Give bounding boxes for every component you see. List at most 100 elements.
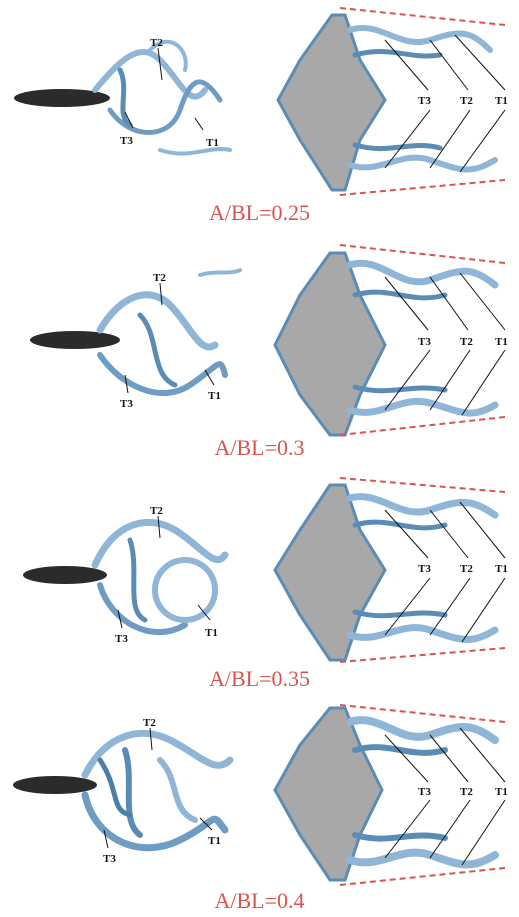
label-right-2: T1 bbox=[495, 95, 508, 107]
left-view: T2 T3 T1 bbox=[14, 37, 232, 156]
body-diamond bbox=[273, 251, 387, 437]
vortex-tube bbox=[91, 519, 229, 569]
fish-body bbox=[14, 89, 110, 107]
guide-line bbox=[339, 416, 506, 436]
vortex-tube bbox=[346, 624, 499, 643]
label-left-2: T1 bbox=[205, 627, 218, 639]
label-left-0: T2 bbox=[153, 272, 166, 284]
vortex-tube bbox=[346, 493, 499, 519]
fish-body bbox=[30, 331, 120, 349]
guide-line bbox=[339, 244, 506, 264]
pointer-line bbox=[461, 799, 506, 866]
right-view: T3 T2 T1 bbox=[273, 244, 508, 437]
label-right-1: T2 bbox=[460, 563, 473, 575]
vortex-render-3: T2 T3 T1 T3 T2 T1 bbox=[13, 704, 508, 886]
label-left-2: T1 bbox=[208, 835, 221, 847]
vortex-tube bbox=[122, 747, 143, 838]
pointer-line bbox=[429, 509, 469, 559]
vortex-tube bbox=[97, 582, 188, 636]
pointer-line bbox=[459, 272, 506, 331]
vortex-tube bbox=[352, 744, 448, 756]
label-left-1: T3 bbox=[103, 853, 116, 865]
pointer-line bbox=[384, 509, 429, 559]
vortex-tube bbox=[117, 67, 133, 128]
panel-1: T2 T3 T1 T3 T2 T1 A/BL=0.3 bbox=[0, 235, 519, 465]
panel-2: T2 T3 T1 T3 T2 T1 A/BL=0.35 bbox=[0, 470, 519, 700]
guide-line bbox=[339, 704, 506, 723]
vortex-tube bbox=[352, 142, 443, 152]
vortex-tube bbox=[346, 398, 499, 417]
label-left-1: T3 bbox=[120, 398, 133, 410]
panel-caption: A/BL=0.35 bbox=[208, 666, 311, 691]
pointer-line bbox=[194, 117, 204, 131]
vortex-tube bbox=[346, 716, 499, 744]
pointer-line bbox=[459, 727, 506, 783]
pointer-line bbox=[429, 276, 469, 331]
pointer-line bbox=[459, 109, 506, 173]
vortex-render-0: T2 T3 T1 T3 T2 T1 bbox=[14, 7, 508, 196]
label-left-0: T2 bbox=[150, 505, 163, 517]
pointer-line bbox=[149, 727, 153, 751]
pointer-line bbox=[384, 577, 431, 636]
pointer-line bbox=[157, 515, 161, 539]
pointer-line bbox=[459, 501, 506, 559]
pointer-line bbox=[204, 369, 215, 386]
pointer-line bbox=[384, 349, 431, 411]
label-right-2: T1 bbox=[495, 563, 508, 575]
panel-0: T2 T3 T1 T3 T2 T1 A/BL=0.25 bbox=[0, 0, 519, 225]
pointer-line bbox=[429, 577, 471, 636]
vortex-tube bbox=[127, 537, 148, 623]
left-view: T2 T3 T1 bbox=[13, 717, 234, 865]
pointer-line bbox=[103, 829, 109, 849]
label-right-1: T2 bbox=[460, 336, 473, 348]
vortex-tube bbox=[81, 791, 229, 852]
vortex-tube bbox=[352, 49, 443, 59]
vortex-tube bbox=[352, 519, 448, 531]
vortex-ring bbox=[152, 557, 218, 623]
vortex-tube bbox=[346, 259, 499, 289]
vortex-tube bbox=[148, 39, 188, 72]
left-view: T2 T3 T1 bbox=[30, 268, 242, 410]
pointer-line bbox=[429, 109, 471, 169]
guide-line bbox=[339, 647, 506, 663]
vortex-tube bbox=[158, 147, 232, 156]
label-right-0: T3 bbox=[418, 786, 431, 798]
label-left-1: T3 bbox=[120, 135, 133, 147]
vortex-render-2: T2 T3 T1 T3 T2 T1 bbox=[23, 477, 508, 663]
panel-caption: A/BL=0.3 bbox=[214, 435, 305, 460]
pointer-line bbox=[461, 577, 506, 643]
label-right-1: T2 bbox=[460, 95, 473, 107]
pointer-line bbox=[429, 799, 471, 859]
left-view: T2 T3 T1 bbox=[23, 505, 229, 645]
vortex-tube bbox=[97, 757, 133, 818]
pointer-line bbox=[429, 39, 469, 91]
right-view: T3 T2 T1 bbox=[273, 477, 508, 663]
vortex-tube bbox=[347, 25, 493, 53]
right-view: T3 T2 T1 bbox=[276, 7, 508, 196]
vortex-tube bbox=[81, 729, 234, 779]
label-left-2: T1 bbox=[208, 390, 221, 402]
pointer-line bbox=[461, 349, 506, 416]
pointer-line bbox=[159, 282, 163, 306]
label-right-0: T3 bbox=[418, 563, 431, 575]
vortex-tube bbox=[96, 291, 219, 351]
label-right-1: T2 bbox=[460, 786, 473, 798]
pointer-line bbox=[429, 349, 471, 411]
pointer-line bbox=[124, 111, 134, 129]
pointer-line bbox=[157, 47, 163, 81]
pointer-line bbox=[454, 34, 506, 91]
vortex-tube bbox=[346, 848, 499, 869]
guide-line bbox=[339, 477, 506, 493]
pointer-line bbox=[384, 39, 429, 91]
pointer-line bbox=[117, 609, 123, 629]
pointer-line bbox=[197, 604, 211, 621]
pointer-line bbox=[124, 374, 129, 394]
vortex-tube bbox=[352, 609, 448, 619]
panel-caption: A/BL=0.25 bbox=[208, 200, 311, 225]
label-right-0: T3 bbox=[418, 95, 431, 107]
vortex-tube bbox=[107, 79, 223, 135]
guide-line bbox=[339, 867, 506, 886]
body-diamond bbox=[273, 706, 384, 882]
panel-caption: A/BL=0.4 bbox=[214, 888, 305, 913]
label-left-1: T3 bbox=[115, 633, 128, 645]
